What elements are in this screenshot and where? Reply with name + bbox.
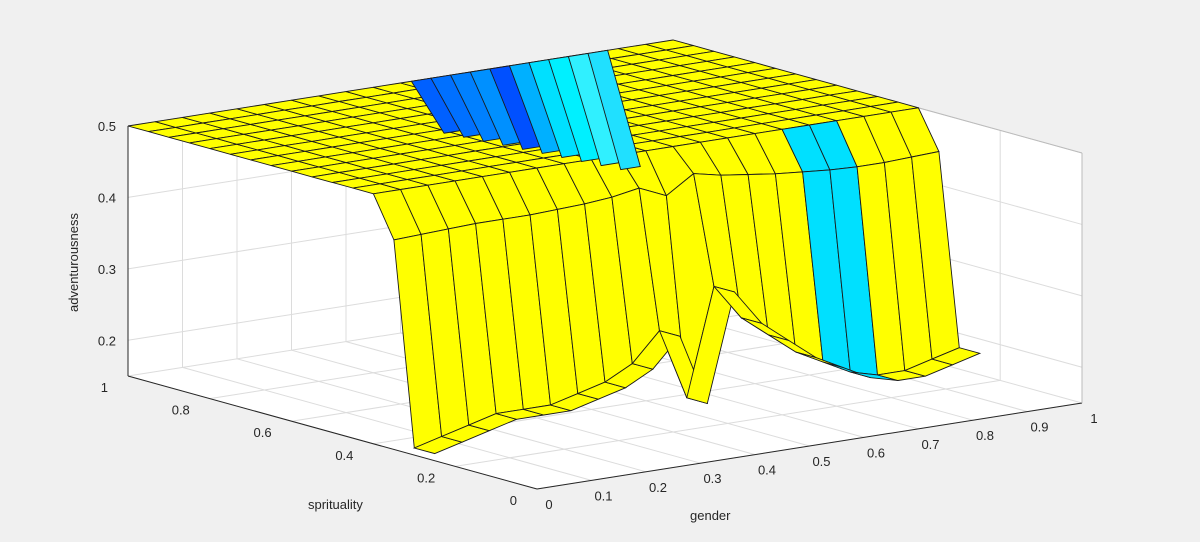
y-tick-label: 0.2	[417, 470, 435, 485]
z-tick-label: 0.3	[98, 262, 116, 277]
y-axis-label: sprituality	[308, 497, 363, 512]
x-tick-label: 1	[1090, 411, 1097, 426]
x-tick-label: 0.6	[867, 445, 885, 460]
x-tick-label: 0.4	[758, 463, 776, 478]
surface-mesh	[127, 39, 982, 455]
grid-x-floor	[182, 366, 592, 481]
x-tick-label: 0.7	[921, 437, 939, 452]
x-axis-line	[536, 402, 1083, 490]
y-tick-label: 0.8	[172, 403, 190, 418]
x-tick-label: 0.1	[594, 488, 612, 503]
surface-patch-low	[587, 49, 641, 171]
grid-y-floor	[455, 379, 1001, 467]
x-tick-label: 0.2	[649, 480, 667, 495]
z-tick-label: 0.2	[98, 333, 116, 348]
x-tick-label: 0.9	[1030, 420, 1048, 435]
z-axis-label: adventurousness	[66, 212, 81, 312]
y-tick-label: 0	[510, 493, 517, 508]
x-tick-label: 0.3	[703, 471, 721, 486]
surface-patch	[930, 347, 982, 366]
y-tick-label: 0.4	[335, 448, 353, 463]
x-tick-label: 0.8	[976, 428, 994, 443]
z-tick-label: 0.4	[98, 190, 116, 205]
x-tick-label: 0	[545, 497, 552, 512]
z-tick-label: 0.5	[98, 119, 116, 134]
tick-labels: 0 0.1 0.2 0.3 0.4 0.5 0.6 0.7 0.8 0.9 1 0 0.2 0.4 0.6 0…	[98, 119, 1098, 512]
y-axis-line	[127, 375, 538, 490]
x-axis-label: gender	[690, 508, 731, 523]
y-tick-label: 1	[101, 380, 108, 395]
x-tick-label: 0.5	[812, 454, 830, 469]
y-tick-label: 0.6	[254, 425, 272, 440]
